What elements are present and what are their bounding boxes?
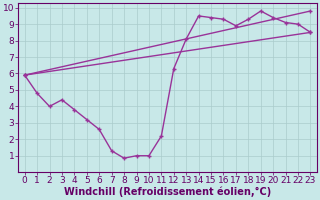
X-axis label: Windchill (Refroidissement éolien,°C): Windchill (Refroidissement éolien,°C) [64, 187, 271, 197]
